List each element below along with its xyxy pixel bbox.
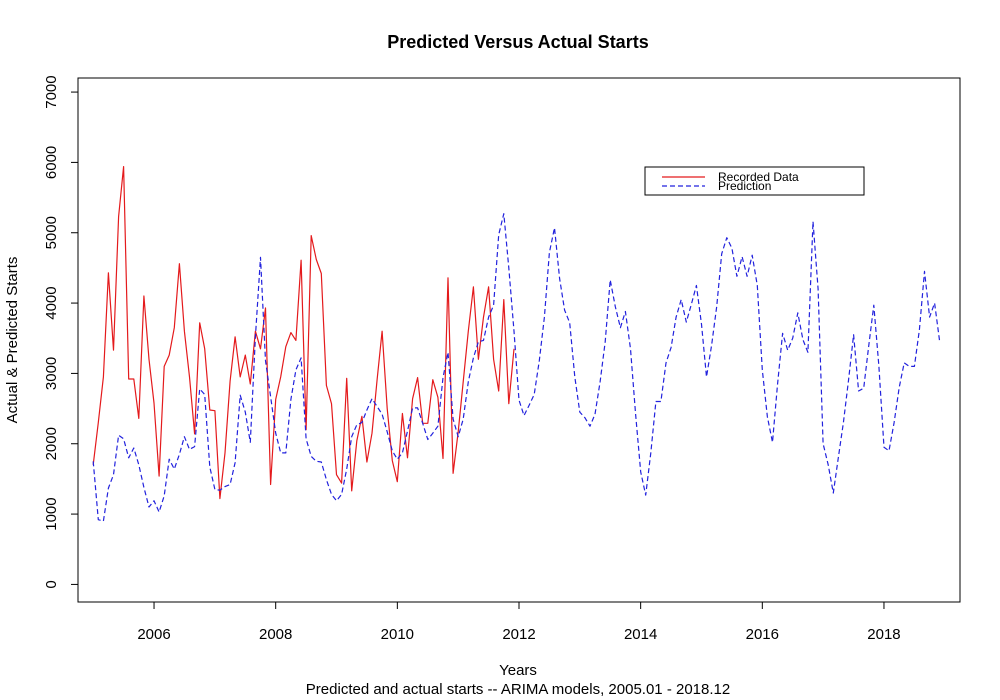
series-line-recorded bbox=[92, 166, 515, 500]
y-tick-label: 1000 bbox=[43, 497, 60, 530]
chart-subtitle: Predicted and actual starts -- ARIMA mod… bbox=[306, 681, 730, 698]
y-tick-label: 6000 bbox=[43, 146, 60, 179]
y-axis-label: Actual & Predicted Starts bbox=[4, 257, 21, 424]
x-tick-label: 2006 bbox=[137, 626, 170, 643]
series-layer bbox=[92, 166, 941, 522]
y-tick-label: 0 bbox=[43, 580, 60, 588]
x-tick-label: 2016 bbox=[746, 626, 779, 643]
legend-label: Recorded Data bbox=[718, 170, 799, 184]
chart-title: Predicted Versus Actual Starts bbox=[387, 32, 648, 52]
x-axis-label: Years bbox=[499, 662, 537, 679]
x-tick-label: 2008 bbox=[259, 626, 292, 643]
y-tick-label: 3000 bbox=[43, 357, 60, 390]
x-tick-label: 2012 bbox=[502, 626, 535, 643]
y-tick-label: 5000 bbox=[43, 216, 60, 249]
y-tick-label: 4000 bbox=[43, 286, 60, 319]
x-tick-label: 2014 bbox=[624, 626, 657, 643]
legend-label: Prediction bbox=[718, 179, 771, 193]
x-tick-label: 2010 bbox=[381, 626, 414, 643]
y-axis: 0 1000 2000 3000 4000 5000 6000 7000 bbox=[43, 75, 79, 589]
x-axis: 2006 2008 2010 2012 2014 2016 2018 bbox=[137, 601, 901, 643]
y-tick-label: 2000 bbox=[43, 427, 60, 460]
y-tick-label: 7000 bbox=[43, 75, 60, 108]
plot-area-frame bbox=[77, 77, 961, 603]
legend-box bbox=[644, 166, 865, 196]
x-tick-label: 2018 bbox=[867, 626, 900, 643]
series-line-prediction bbox=[92, 213, 941, 522]
